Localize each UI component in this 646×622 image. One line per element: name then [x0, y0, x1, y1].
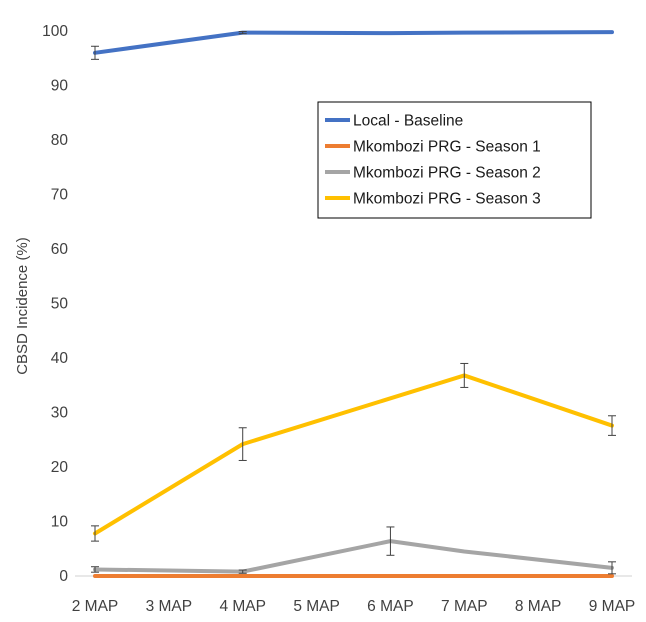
- error-bars: [91, 31, 616, 575]
- y-tick-label: 100: [42, 23, 68, 40]
- y-tick-label: 20: [51, 459, 69, 476]
- error-bar: [386, 526, 395, 556]
- error-bar: [91, 566, 99, 573]
- legend: Local - Baseline Mkombozi PRG - Season 1 M…: [317, 101, 592, 219]
- y-tick-label: 30: [51, 405, 69, 422]
- error-bar: [238, 31, 247, 35]
- legend-label: Mkombozi PRG - Season 1: [353, 139, 541, 156]
- legend-item: Mkombozi PRG - Season 1: [325, 139, 541, 156]
- series-line-mkombozi-prg-season-2: [93, 539, 614, 574]
- y-tick-label: 40: [51, 350, 69, 367]
- error-bar: [91, 45, 99, 60]
- x-tick-label: 9 MAP: [589, 598, 636, 615]
- y-tick-label: 60: [51, 241, 69, 258]
- x-tick-label: 7 MAP: [441, 598, 488, 615]
- legend-label: Mkombozi PRG - Season 2: [353, 165, 541, 182]
- x-tick-label: 2 MAP: [72, 598, 119, 615]
- y-tick-labels: 0 10 20 30 40 50 60 70 80 90 100: [42, 23, 68, 585]
- error-bar: [91, 525, 99, 542]
- legend-label: Local - Baseline: [353, 113, 463, 130]
- error-bar: [460, 362, 469, 388]
- y-axis-label: CBSD Incidence (%): [14, 237, 31, 375]
- y-tick-label: 50: [51, 296, 69, 313]
- y-tick-label: 0: [59, 568, 68, 585]
- legend-item: Mkombozi PRG - Season 2: [325, 165, 541, 182]
- x-tick-label: 6 MAP: [367, 598, 414, 615]
- y-tick-label: 90: [51, 78, 69, 95]
- y-tick-label: 80: [51, 132, 69, 149]
- legend-item: Local - Baseline: [325, 113, 463, 130]
- x-tick-label: 5 MAP: [293, 598, 340, 615]
- legend-item: Mkombozi PRG - Season 3: [325, 191, 541, 208]
- error-bar: [238, 427, 247, 461]
- legend-label: Mkombozi PRG - Season 3: [353, 191, 541, 208]
- series-line-mkombozi-prg-season-3: [93, 373, 614, 536]
- x-tick-labels: 2 MAP 3 MAP 4 MAP 5 MAP 6 MAP 7 MAP 8 MAP 9 MAP: [72, 598, 636, 615]
- y-tick-label: 10: [51, 514, 69, 531]
- series-line-local-baseline: [93, 30, 614, 55]
- y-tick-label: 70: [51, 187, 69, 204]
- x-tick-label: 3 MAP: [146, 598, 193, 615]
- error-bar: [608, 415, 616, 436]
- x-tick-label: 4 MAP: [219, 598, 266, 615]
- error-bar: [238, 569, 247, 574]
- legend-box: [317, 101, 592, 219]
- error-bar: [608, 561, 616, 575]
- x-tick-label: 8 MAP: [515, 598, 562, 615]
